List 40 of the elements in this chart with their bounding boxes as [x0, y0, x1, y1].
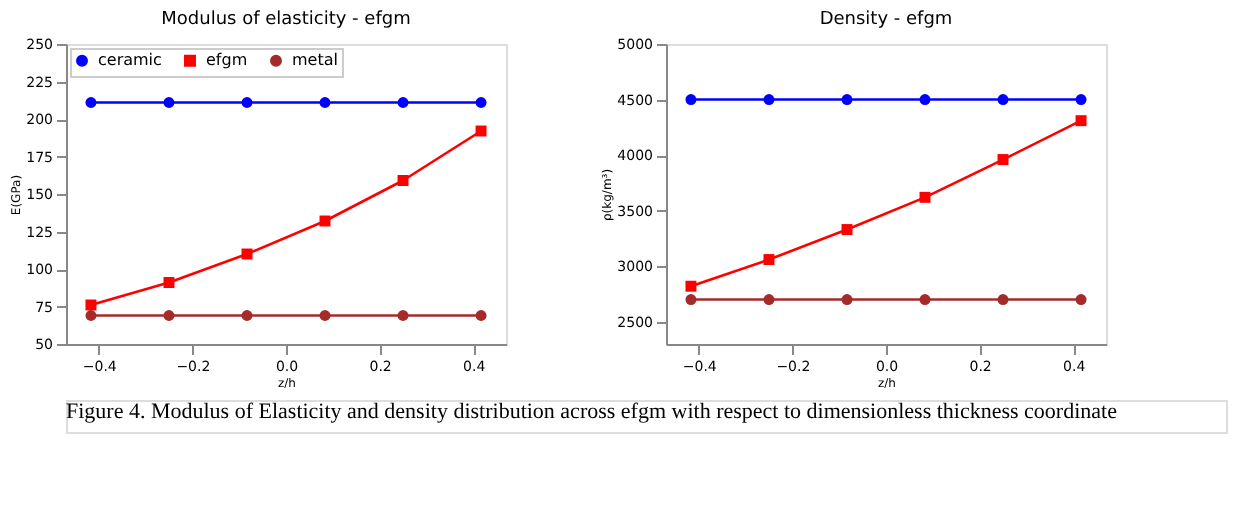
point: [685, 294, 697, 306]
caption: Figure 4. Modulus of Elasticity and density distribution across efgm with respect to dimensionless thickness coordinate: [66, 400, 1118, 424]
chart-title: Density - efgm: [819, 10, 953, 30]
point: [685, 94, 697, 106]
point: [241, 97, 253, 108]
point: [475, 310, 487, 321]
point: [685, 280, 697, 292]
point: [163, 97, 175, 108]
point: [85, 299, 97, 311]
point: [163, 310, 175, 321]
legend-label: efgm: [206, 50, 248, 69]
point: [1075, 115, 1087, 127]
point: [319, 310, 331, 321]
point: [163, 277, 175, 288]
point: [997, 94, 1009, 106]
point: [241, 310, 253, 321]
point: [85, 310, 97, 321]
point: [1075, 294, 1087, 306]
point: [841, 294, 853, 306]
point: [1075, 94, 1087, 106]
point: [763, 254, 775, 266]
point: [397, 310, 409, 321]
point: [919, 94, 931, 106]
point: [841, 224, 853, 236]
point: [475, 97, 487, 108]
point: [841, 94, 853, 106]
legend-label: ceramic: [98, 50, 162, 69]
point: [997, 154, 1009, 166]
point: [397, 97, 409, 108]
point: [475, 125, 487, 137]
point: [397, 175, 409, 186]
point: [919, 294, 931, 306]
point: [763, 294, 775, 306]
point: [919, 191, 931, 203]
point: [319, 97, 331, 108]
point: [85, 97, 97, 108]
legend-label: metal: [292, 50, 338, 69]
point: [763, 94, 775, 106]
chart-title: Modulus of elasticity - efgm: [161, 10, 411, 30]
point: [997, 294, 1009, 306]
